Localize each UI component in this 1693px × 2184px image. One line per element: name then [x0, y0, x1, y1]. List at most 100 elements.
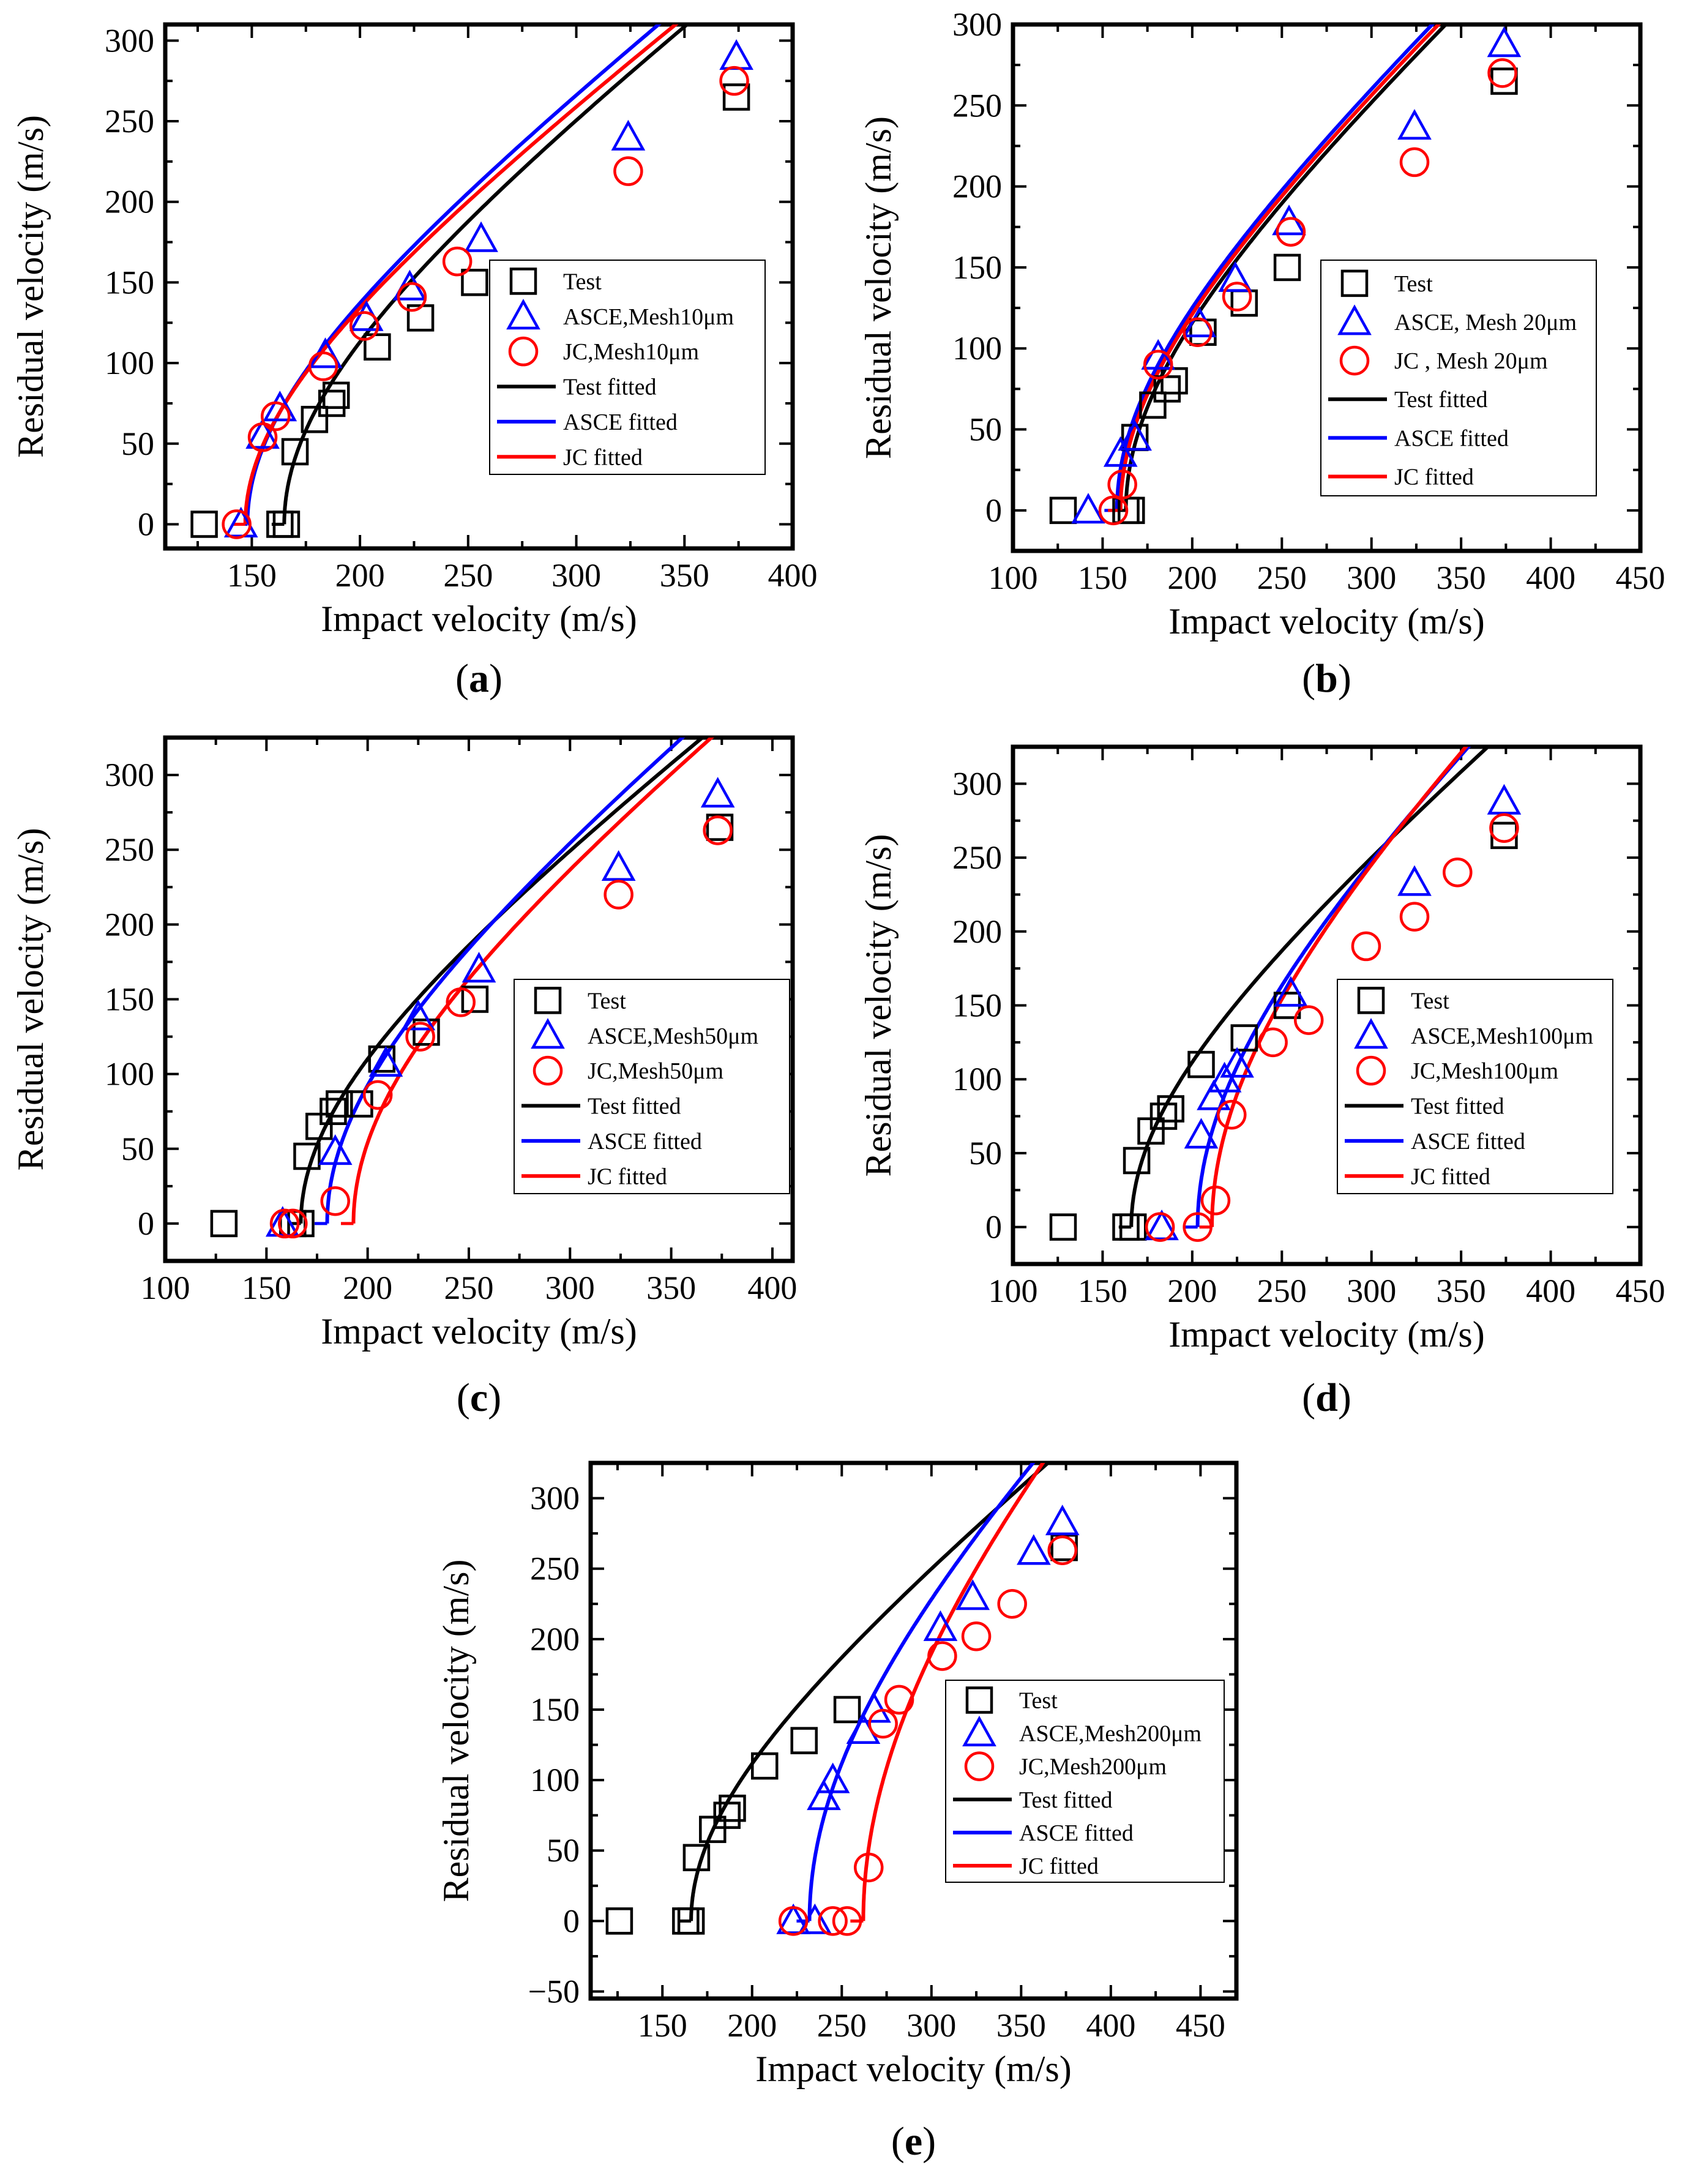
circle-point	[818, 1906, 848, 1936]
triangle-point	[263, 391, 297, 422]
legend-symbol-triangle	[506, 299, 540, 330]
y-tick-label: 150	[952, 987, 1002, 1024]
legend-box	[514, 979, 790, 1194]
legend-symbol-triangle	[531, 1018, 565, 1049]
square-point	[1049, 1213, 1077, 1241]
y-tick-label: 250	[952, 87, 1002, 124]
square-point	[320, 1098, 347, 1125]
square-point	[1118, 496, 1145, 525]
circle-point	[719, 65, 749, 96]
legend-entry-label: JC fitted	[563, 444, 643, 470]
square-point	[346, 1090, 373, 1118]
x-tick-label: 300	[1347, 1273, 1396, 1309]
square-point	[1273, 253, 1301, 282]
x-tick-label: 100	[989, 559, 1038, 596]
square-point	[301, 406, 329, 433]
x-axis-title: Impact velocity (m/s)	[321, 599, 637, 639]
circle-point	[1200, 1185, 1231, 1216]
x-tick-label: 400	[1526, 1273, 1575, 1309]
legend: Test ASCE,Mesh50μm JC,Mesh50μm Test fitted A…	[514, 979, 790, 1194]
circle-point	[1487, 58, 1517, 88]
triangle-point	[1017, 1534, 1051, 1565]
legend-entry-label: Test	[1019, 1688, 1058, 1713]
square-point	[719, 1794, 746, 1822]
legend-entry-label: Test	[1411, 988, 1449, 1014]
x-tick-label: 150	[1078, 1273, 1127, 1309]
legend-symbol-triangle	[1354, 1018, 1388, 1049]
x-tick-label: 200	[1167, 559, 1217, 596]
triangle-point	[815, 1762, 850, 1793]
triangle-point	[1071, 493, 1105, 524]
x-tick-label: 150	[242, 1270, 291, 1306]
x-tick-label: 150	[638, 2007, 687, 2044]
square-point	[1230, 1024, 1258, 1052]
y-tick-label: 300	[105, 757, 154, 793]
circle-point	[349, 311, 379, 341]
panel-caption-letter: c	[470, 1375, 488, 1420]
x-tick-label: 150	[1078, 559, 1127, 596]
legend-entry-label: JC fitted	[588, 1164, 667, 1189]
triangle-point	[1397, 109, 1432, 140]
triangle-point	[1045, 1505, 1080, 1536]
legend-box	[489, 260, 766, 475]
legend-symbol-circle	[533, 1055, 563, 1086]
square-point	[1149, 1102, 1178, 1130]
circle-point	[446, 987, 476, 1017]
square-point	[281, 438, 309, 466]
legend-symbol-circle	[1339, 345, 1370, 376]
series-circle	[222, 65, 749, 539]
circle-point	[362, 1080, 393, 1110]
legend: Test ASCE, Mesh 20μm JC , Mesh 20μm Test fi…	[1320, 260, 1597, 496]
legend: Test ASCE,Mesh200μm JC,Mesh200μm Test fitte…	[945, 1680, 1225, 1883]
square-point	[272, 510, 301, 538]
x-tick-label: 250	[817, 2007, 867, 2044]
legend: Test ASCE,Mesh10μm JC,Mesh10μm Test fitted A…	[489, 260, 766, 475]
x-tick-label: 450	[1176, 2007, 1225, 2044]
legend-symbol-circle	[964, 1751, 995, 1781]
triangle-point	[318, 1134, 353, 1165]
y-tick-label: 250	[105, 103, 154, 140]
y-tick-label: 0	[563, 1902, 580, 1939]
y-axis-title: Residual velocity (m/s)	[858, 834, 899, 1177]
series-square	[190, 83, 750, 538]
series-circle	[269, 815, 733, 1239]
legend-entry-label: ASCE,Mesh100μm	[1411, 1023, 1593, 1049]
circle-point	[1276, 217, 1306, 247]
circle-point	[927, 1641, 957, 1671]
triangle-point	[265, 1206, 300, 1237]
series-circle	[778, 1535, 1077, 1936]
x-tick-label: 150	[227, 557, 277, 594]
circle-point	[613, 156, 643, 186]
square-point	[461, 269, 488, 296]
circle-point	[1183, 1212, 1213, 1242]
triangle-point	[1184, 1118, 1219, 1149]
x-tick-label: 400	[747, 1270, 797, 1306]
circle-point	[247, 422, 278, 452]
square-point	[722, 83, 750, 111]
panel-caption-letter: d	[1315, 1375, 1338, 1420]
legend-entry-label: Test	[588, 988, 626, 1014]
x-tick-label: 300	[1347, 559, 1396, 596]
fitted-line-jc	[351, 738, 714, 1224]
triangle-point	[923, 1610, 958, 1641]
x-tick-label: 350	[660, 557, 709, 594]
y-tick-label: 300	[952, 6, 1002, 43]
legend-entry-label: JC,Mesh50μm	[588, 1058, 723, 1084]
legend-symbol-square	[1340, 269, 1369, 297]
x-tick-label: 250	[444, 1270, 493, 1306]
triangle-point	[401, 1000, 436, 1031]
legend-entry-label: Test fitted	[1411, 1094, 1504, 1120]
square-point	[1153, 375, 1181, 403]
y-tick-label: 250	[105, 831, 154, 868]
y-tick-label: 0	[138, 506, 154, 542]
x-tick-label: 200	[727, 2007, 777, 2044]
x-tick-label: 350	[1437, 1273, 1486, 1309]
y-tick-label: 200	[952, 913, 1002, 950]
legend-entry-label: ASCE,Mesh200μm	[1019, 1721, 1202, 1747]
x-axis-title: Impact velocity (m/s)	[1168, 1314, 1485, 1355]
x-tick-label: 250	[1257, 559, 1307, 596]
panel-caption: (d)	[1302, 1375, 1351, 1420]
circle-point	[1399, 902, 1430, 932]
square-point	[1187, 1050, 1215, 1079]
